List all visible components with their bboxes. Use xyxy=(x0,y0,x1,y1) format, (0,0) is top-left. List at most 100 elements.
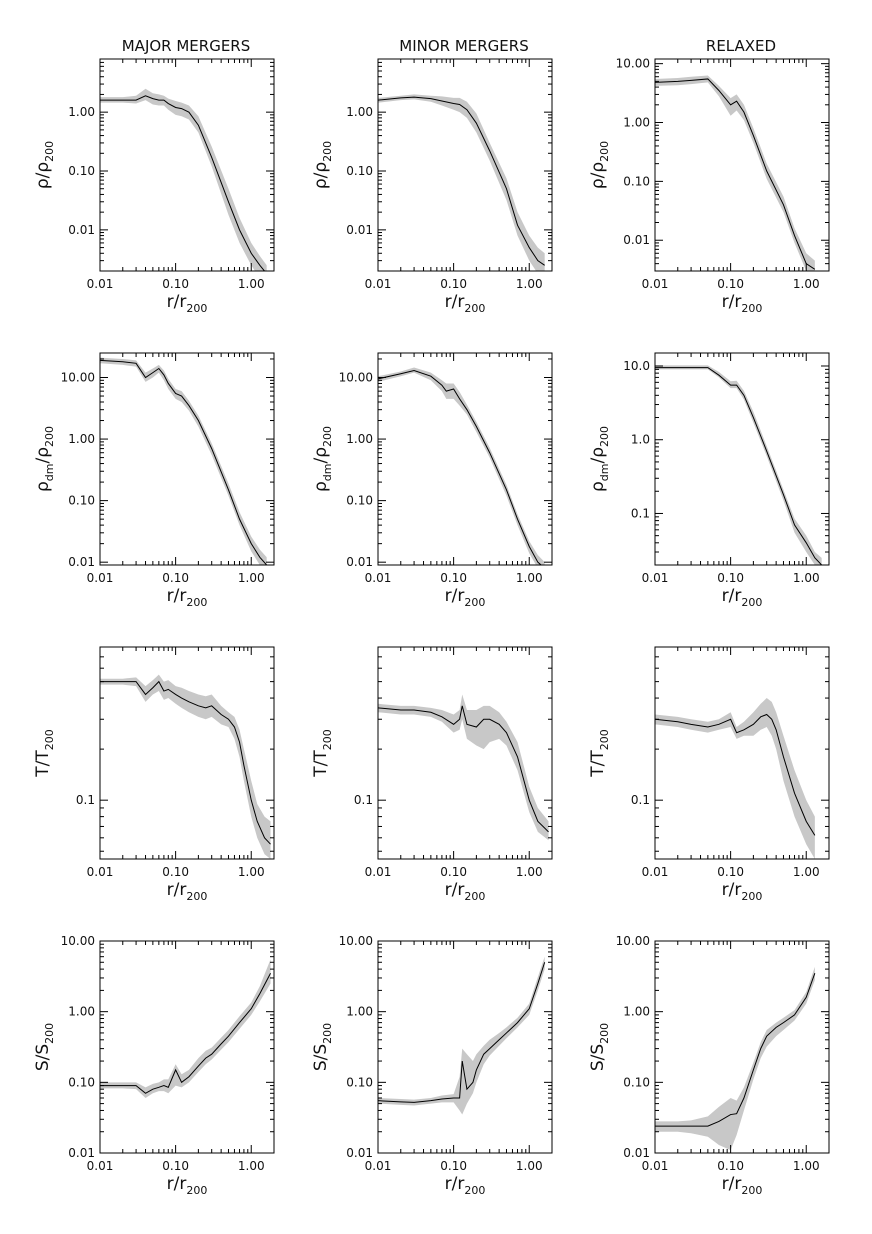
y-axis-label: S/S200 xyxy=(311,1023,334,1071)
median-line xyxy=(655,973,816,1127)
scatter-band xyxy=(378,956,545,1115)
x-tick-label: 1.00 xyxy=(793,571,820,585)
panel-rho-relaxed: 0.01 0.10 1.00 0.01 0.10 1.00 10.00 r/r200 ρ/ρ20… xyxy=(588,57,830,315)
y-tick-label: 0.10 xyxy=(623,174,650,188)
x-tick-label: 0.01 xyxy=(642,571,669,585)
panel-s-relaxed: 0.01 0.10 1.00 0.01 0.10 1.00 10.00 r/r200 S/S20… xyxy=(588,934,830,1197)
x-tick-label: 1.00 xyxy=(793,865,820,879)
x-tick-label: 1.00 xyxy=(516,865,543,879)
median-line xyxy=(100,95,266,271)
y-tick-label: 0.01 xyxy=(346,555,373,569)
y-axis-label: ρdm/ρ200 xyxy=(33,426,56,492)
x-tick-label: 1.00 xyxy=(516,571,543,585)
x-tick-label: 0.10 xyxy=(162,865,189,879)
x-tick-label: 1.00 xyxy=(516,1159,543,1173)
x-tick-label: 0.10 xyxy=(717,571,744,585)
x-tick-label: 0.10 xyxy=(717,277,744,291)
plot-area xyxy=(100,357,268,565)
y-axis-label: T/T200 xyxy=(588,729,611,778)
scatter-band xyxy=(100,357,267,565)
x-tick-label: 0.01 xyxy=(87,277,114,291)
x-tick-label: 0.10 xyxy=(162,277,189,291)
plot-frame xyxy=(377,58,553,272)
y-tick-label: 1.00 xyxy=(346,432,373,446)
y-tick-label: 0.1 xyxy=(76,793,95,807)
y-axis-label: ρdm/ρ200 xyxy=(588,426,611,492)
scatter-band xyxy=(655,966,815,1151)
y-axis-label: ρdm/ρ200 xyxy=(311,426,334,492)
plot-area xyxy=(655,966,816,1151)
x-tick-label: 0.01 xyxy=(365,571,392,585)
median-line xyxy=(100,680,271,845)
y-tick-label: 1.00 xyxy=(68,432,95,446)
y-tick-label: 1.00 xyxy=(68,1005,95,1019)
median-line xyxy=(655,367,823,565)
x-tick-label: 1.00 xyxy=(238,865,265,879)
panel-rhodm-major: 0.01 0.10 1.00 0.01 0.10 1.00 10.00 r/r200 ρdm/ρ… xyxy=(33,352,275,609)
y-tick-label: 0.10 xyxy=(68,1075,95,1089)
y-axis-label: ρ/ρ200 xyxy=(33,141,56,189)
y-tick-label: 0.01 xyxy=(68,555,95,569)
plot-area xyxy=(100,88,267,271)
y-tick-label: 0.01 xyxy=(346,223,373,237)
y-tick-label: 1.00 xyxy=(623,116,650,130)
scatter-band xyxy=(378,94,545,271)
plot-frame xyxy=(654,58,830,272)
x-tick-label: 0.10 xyxy=(717,1159,744,1173)
y-axis-label: S/S200 xyxy=(33,1023,56,1071)
x-axis-label: r/r200 xyxy=(445,1174,486,1197)
plot-frame xyxy=(99,352,275,566)
panel-s-major: 0.01 0.10 1.00 0.01 0.10 1.00 10.00 r/r200 S/S20… xyxy=(33,934,275,1197)
median-line xyxy=(378,962,546,1103)
y-axis-label: ρ/ρ200 xyxy=(311,141,334,189)
median-line xyxy=(655,78,816,270)
y-tick-label: 10.00 xyxy=(616,934,650,948)
scatter-band xyxy=(100,674,271,859)
plot-frame xyxy=(654,352,830,566)
y-tick-label: 0.10 xyxy=(623,1075,650,1089)
scatter-band xyxy=(655,365,822,565)
y-tick-label: 1.00 xyxy=(623,1005,650,1019)
x-axis-label: r/r200 xyxy=(167,880,208,903)
plot-area xyxy=(100,674,271,859)
y-tick-label: 0.1 xyxy=(354,793,373,807)
x-axis-label: r/r200 xyxy=(445,292,486,315)
y-axis-label: T/T200 xyxy=(33,729,56,778)
x-tick-label: 0.01 xyxy=(87,571,114,585)
y-tick-label: 10.00 xyxy=(339,370,373,384)
panel-t-relaxed: 0.01 0.10 1.00 0.1 r/r200 T/T200 xyxy=(588,646,830,903)
scatter-band xyxy=(655,698,815,859)
y-tick-label: 10.0 xyxy=(623,359,650,373)
panels: 0.01 0.10 1.00 0.01 0.10 1.00 r/r200 ρ/ρ200 0.01… xyxy=(33,57,830,1197)
y-tick-label: 0.1 xyxy=(631,506,650,520)
x-tick-label: 0.01 xyxy=(87,1159,114,1173)
x-tick-label: 0.10 xyxy=(440,277,467,291)
plot-area xyxy=(655,75,816,271)
y-tick-label: 10.00 xyxy=(61,370,95,384)
x-tick-label: 0.10 xyxy=(440,865,467,879)
y-tick-label: 0.01 xyxy=(623,233,650,247)
plot-frame xyxy=(99,646,275,860)
y-tick-label: 1.00 xyxy=(346,1005,373,1019)
plot-area xyxy=(655,365,823,565)
y-tick-label: 10.00 xyxy=(61,934,95,948)
y-tick-label: 0.10 xyxy=(68,494,95,508)
x-tick-label: 1.00 xyxy=(793,277,820,291)
x-axis-label: r/r200 xyxy=(167,1174,208,1197)
median-line xyxy=(655,713,816,836)
plot-frame xyxy=(377,940,553,1154)
x-tick-label: 0.01 xyxy=(642,277,669,291)
panel-t-major: 0.01 0.10 1.00 0.1 r/r200 T/T200 xyxy=(33,646,275,903)
column-title-relaxed: RELAXED xyxy=(706,37,776,55)
y-tick-label: 0.10 xyxy=(346,494,373,508)
x-axis-label: r/r200 xyxy=(167,292,208,315)
x-axis-label: r/r200 xyxy=(167,586,208,609)
y-tick-label: 0.01 xyxy=(346,1146,373,1160)
y-axis-label: S/S200 xyxy=(588,1023,611,1071)
plot-area xyxy=(378,94,545,271)
x-tick-label: 1.00 xyxy=(238,1159,265,1173)
median-line xyxy=(100,359,268,565)
x-tick-label: 0.10 xyxy=(162,571,189,585)
median-line xyxy=(100,972,271,1094)
plot-area xyxy=(100,959,271,1099)
